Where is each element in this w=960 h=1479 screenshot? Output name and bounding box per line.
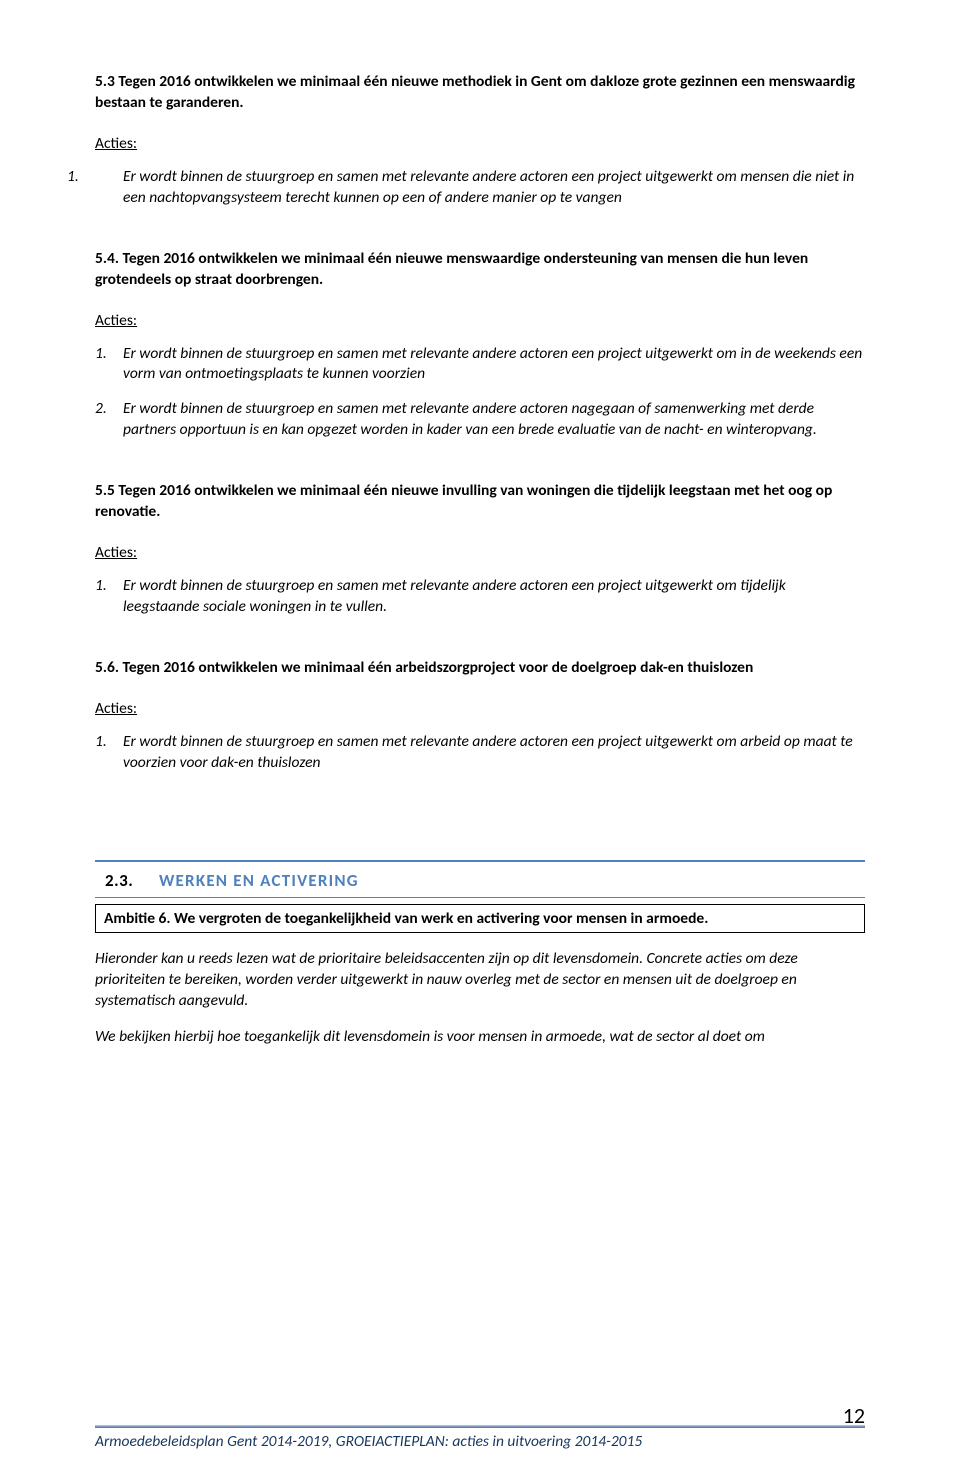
action-number: 1.	[95, 344, 107, 365]
acties-label-5-6: Acties:	[95, 699, 865, 718]
ambitie-box: Ambitie 6. We vergroten de toegankelijkh…	[95, 904, 865, 933]
action-item: 1. Er wordt binnen de stuurgroep en same…	[123, 732, 865, 774]
action-item: 1. Er wordt binnen de stuurgroep en same…	[123, 576, 865, 618]
acties-label-5-4: Acties:	[95, 311, 865, 330]
actions-list-5-5: 1. Er wordt binnen de stuurgroep en same…	[95, 576, 865, 618]
chapter-heading-box: 2.3. WERKEN EN ACTIVERING	[95, 860, 865, 898]
action-number: 2.	[95, 399, 107, 420]
action-text: Er wordt binnen de stuurgroep en samen m…	[123, 399, 817, 439]
actions-list-5-3: 1. Er wordt binnen de stuurgroep en same…	[95, 167, 865, 209]
intro-paragraph-2: We bekijken hierbij hoe toegankelijk dit…	[95, 1027, 865, 1048]
action-number: 1.	[95, 732, 107, 753]
heading-5-6: 5.6. Tegen 2016 ontwikkelen we minimaal …	[95, 658, 865, 679]
heading-5-4: 5.4. Tegen 2016 ontwikkelen we minimaal …	[95, 249, 865, 291]
actions-list-5-6: 1. Er wordt binnen de stuurgroep en same…	[95, 732, 865, 774]
action-number: 1.	[95, 576, 107, 597]
action-item: 1. Er wordt binnen de stuurgroep en same…	[95, 167, 865, 209]
intro-paragraph-1: Hieronder kan u reeds lezen wat de prior…	[95, 949, 865, 1012]
heading-5-5: 5.5 Tegen 2016 ontwikkelen we minimaal é…	[95, 481, 865, 523]
acties-label-5-3: Acties:	[95, 134, 865, 153]
heading-5-3: 5.3 Tegen 2016 ontwikkelen we minimaal é…	[95, 72, 865, 114]
footer-rule	[95, 1425, 865, 1428]
chapter-title: WERKEN EN ACTIVERING	[159, 870, 359, 891]
footer-text: Armoedebeleidsplan Gent 2014-2019, GROEI…	[95, 1432, 865, 1451]
chapter-number: 2.3.	[105, 870, 133, 891]
action-number: 1.	[67, 167, 79, 188]
action-text: Er wordt binnen de stuurgroep en samen m…	[123, 576, 786, 616]
page-number: 12	[843, 1402, 865, 1429]
action-text: Er wordt binnen de stuurgroep en samen m…	[123, 167, 854, 207]
action-item: 1. Er wordt binnen de stuurgroep en same…	[123, 344, 865, 386]
action-text: Er wordt binnen de stuurgroep en samen m…	[123, 344, 862, 384]
action-text: Er wordt binnen de stuurgroep en samen m…	[123, 732, 853, 772]
action-item: 2. Er wordt binnen de stuurgroep en same…	[123, 399, 865, 441]
page-footer: 12 Armoedebeleidsplan Gent 2014-2019, GR…	[95, 1425, 865, 1451]
actions-list-5-4: 1. Er wordt binnen de stuurgroep en same…	[95, 344, 865, 442]
acties-label-5-5: Acties:	[95, 543, 865, 562]
